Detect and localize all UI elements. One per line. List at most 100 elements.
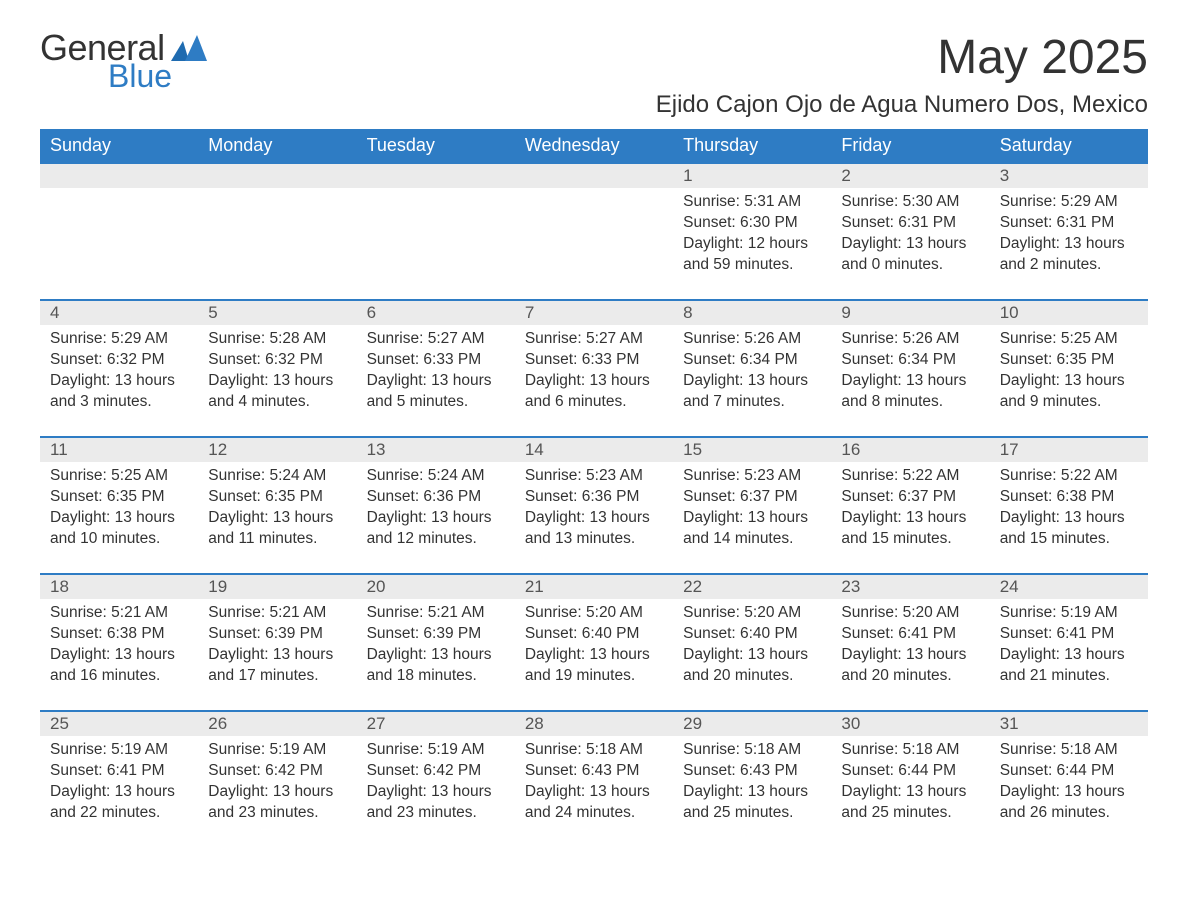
day-content-cell: Sunrise: 5:24 AMSunset: 6:36 PMDaylight:… — [357, 462, 515, 574]
weekday-header: Thursday — [673, 129, 831, 163]
day-day2: and 9 minutes. — [1000, 392, 1138, 413]
day-day2: and 12 minutes. — [367, 529, 505, 550]
day-number-cell: 3 — [990, 163, 1148, 188]
weekday-header: Wednesday — [515, 129, 673, 163]
day-day1: Daylight: 13 hours — [525, 371, 663, 392]
day-day1: Daylight: 13 hours — [841, 508, 979, 529]
day-day2: and 23 minutes. — [367, 803, 505, 824]
day-day2: and 21 minutes. — [1000, 666, 1138, 687]
day-content-cell: Sunrise: 5:19 AMSunset: 6:41 PMDaylight:… — [40, 736, 198, 848]
day-sunrise: Sunrise: 5:29 AM — [1000, 192, 1138, 213]
day-sunrise: Sunrise: 5:19 AM — [1000, 603, 1138, 624]
day-sunset: Sunset: 6:38 PM — [50, 624, 188, 645]
day-day1: Daylight: 13 hours — [1000, 371, 1138, 392]
day-number-cell: 14 — [515, 437, 673, 462]
day-number-cell — [357, 163, 515, 188]
day-day1: Daylight: 13 hours — [683, 645, 821, 666]
day-sunset: Sunset: 6:41 PM — [50, 761, 188, 782]
day-content-cell: Sunrise: 5:24 AMSunset: 6:35 PMDaylight:… — [198, 462, 356, 574]
day-day2: and 20 minutes. — [841, 666, 979, 687]
day-number-row: 11121314151617 — [40, 437, 1148, 462]
day-number-cell: 15 — [673, 437, 831, 462]
day-content-cell: Sunrise: 5:20 AMSunset: 6:40 PMDaylight:… — [673, 599, 831, 711]
weekday-header: Saturday — [990, 129, 1148, 163]
day-content-cell — [357, 188, 515, 300]
day-content-cell: Sunrise: 5:18 AMSunset: 6:44 PMDaylight:… — [990, 736, 1148, 848]
day-day2: and 15 minutes. — [841, 529, 979, 550]
day-sunset: Sunset: 6:40 PM — [683, 624, 821, 645]
day-day1: Daylight: 13 hours — [1000, 645, 1138, 666]
day-content-cell: Sunrise: 5:27 AMSunset: 6:33 PMDaylight:… — [515, 325, 673, 437]
day-sunrise: Sunrise: 5:22 AM — [1000, 466, 1138, 487]
day-number-cell: 8 — [673, 300, 831, 325]
day-day1: Daylight: 13 hours — [367, 508, 505, 529]
day-day2: and 22 minutes. — [50, 803, 188, 824]
day-sunrise: Sunrise: 5:26 AM — [841, 329, 979, 350]
day-content-cell: Sunrise: 5:21 AMSunset: 6:39 PMDaylight:… — [198, 599, 356, 711]
day-sunrise: Sunrise: 5:18 AM — [525, 740, 663, 761]
day-number-cell: 20 — [357, 574, 515, 599]
day-sunset: Sunset: 6:43 PM — [683, 761, 821, 782]
day-sunset: Sunset: 6:39 PM — [208, 624, 346, 645]
day-number-cell: 19 — [198, 574, 356, 599]
day-day1: Daylight: 13 hours — [683, 371, 821, 392]
day-sunrise: Sunrise: 5:22 AM — [841, 466, 979, 487]
day-number-cell: 13 — [357, 437, 515, 462]
weekday-header: Monday — [198, 129, 356, 163]
day-day2: and 4 minutes. — [208, 392, 346, 413]
day-day2: and 14 minutes. — [683, 529, 821, 550]
day-day1: Daylight: 13 hours — [208, 508, 346, 529]
logo-icon — [171, 35, 207, 61]
day-day2: and 17 minutes. — [208, 666, 346, 687]
day-sunrise: Sunrise: 5:23 AM — [525, 466, 663, 487]
day-day2: and 26 minutes. — [1000, 803, 1138, 824]
day-content-row: Sunrise: 5:21 AMSunset: 6:38 PMDaylight:… — [40, 599, 1148, 711]
day-day1: Daylight: 13 hours — [1000, 782, 1138, 803]
day-content-cell: Sunrise: 5:26 AMSunset: 6:34 PMDaylight:… — [673, 325, 831, 437]
day-day1: Daylight: 13 hours — [841, 371, 979, 392]
day-sunrise: Sunrise: 5:30 AM — [841, 192, 979, 213]
day-day1: Daylight: 13 hours — [208, 782, 346, 803]
day-content-cell: Sunrise: 5:25 AMSunset: 6:35 PMDaylight:… — [40, 462, 198, 574]
day-content-cell: Sunrise: 5:18 AMSunset: 6:43 PMDaylight:… — [515, 736, 673, 848]
day-sunrise: Sunrise: 5:18 AM — [1000, 740, 1138, 761]
day-day2: and 20 minutes. — [683, 666, 821, 687]
day-number-cell: 10 — [990, 300, 1148, 325]
day-number-cell: 4 — [40, 300, 198, 325]
day-day2: and 11 minutes. — [208, 529, 346, 550]
logo-text-blue: Blue — [108, 60, 207, 92]
day-number-cell: 29 — [673, 711, 831, 736]
day-day1: Daylight: 13 hours — [525, 508, 663, 529]
day-sunset: Sunset: 6:42 PM — [367, 761, 505, 782]
day-content-row: Sunrise: 5:29 AMSunset: 6:32 PMDaylight:… — [40, 325, 1148, 437]
day-content-cell: Sunrise: 5:22 AMSunset: 6:38 PMDaylight:… — [990, 462, 1148, 574]
day-sunrise: Sunrise: 5:19 AM — [50, 740, 188, 761]
day-content-cell: Sunrise: 5:21 AMSunset: 6:38 PMDaylight:… — [40, 599, 198, 711]
day-sunrise: Sunrise: 5:28 AM — [208, 329, 346, 350]
day-sunrise: Sunrise: 5:20 AM — [683, 603, 821, 624]
day-number-cell: 2 — [831, 163, 989, 188]
day-day1: Daylight: 13 hours — [367, 782, 505, 803]
day-number-cell — [40, 163, 198, 188]
day-number-cell — [515, 163, 673, 188]
day-sunrise: Sunrise: 5:31 AM — [683, 192, 821, 213]
day-number-cell: 23 — [831, 574, 989, 599]
day-number-cell: 1 — [673, 163, 831, 188]
day-number-cell: 31 — [990, 711, 1148, 736]
day-sunset: Sunset: 6:37 PM — [683, 487, 821, 508]
day-day1: Daylight: 13 hours — [208, 371, 346, 392]
day-sunset: Sunset: 6:44 PM — [841, 761, 979, 782]
day-sunset: Sunset: 6:35 PM — [208, 487, 346, 508]
day-number-cell: 16 — [831, 437, 989, 462]
day-content-cell: Sunrise: 5:21 AMSunset: 6:39 PMDaylight:… — [357, 599, 515, 711]
day-sunrise: Sunrise: 5:26 AM — [683, 329, 821, 350]
day-sunrise: Sunrise: 5:24 AM — [367, 466, 505, 487]
day-day1: Daylight: 13 hours — [683, 782, 821, 803]
day-content-cell — [40, 188, 198, 300]
day-day1: Daylight: 12 hours — [683, 234, 821, 255]
day-sunset: Sunset: 6:34 PM — [683, 350, 821, 371]
day-number-cell: 17 — [990, 437, 1148, 462]
day-sunset: Sunset: 6:43 PM — [525, 761, 663, 782]
weekday-header: Sunday — [40, 129, 198, 163]
day-content-cell: Sunrise: 5:19 AMSunset: 6:42 PMDaylight:… — [357, 736, 515, 848]
